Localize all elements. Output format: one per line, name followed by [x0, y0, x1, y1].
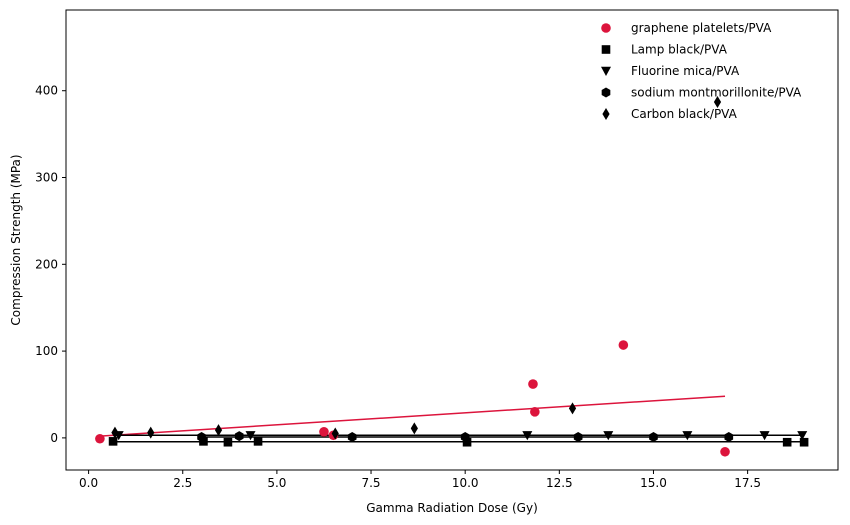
data-point — [347, 432, 357, 443]
legend: graphene platelets/PVA Lamp black/PVA Fluo… — [601, 21, 802, 121]
data-point — [649, 432, 658, 443]
plot-frame — [65, 9, 839, 471]
data-point — [797, 431, 808, 441]
data-point — [197, 432, 206, 443]
data-point — [713, 96, 722, 108]
data-point — [530, 407, 540, 417]
legend-marker — [601, 23, 611, 33]
data-point — [234, 431, 244, 442]
legend-label: Carbon black/PVA — [631, 107, 738, 121]
data-point — [331, 427, 339, 440]
legend-label: Fluorine mica/PVA — [631, 64, 740, 78]
data-point — [522, 431, 533, 441]
y-tick-label: 100 — [35, 344, 58, 358]
data-point — [603, 431, 614, 441]
legend-marker — [601, 66, 611, 76]
y-axis-label: Compression Strength (MPa) — [9, 154, 23, 325]
y-tick-label: 300 — [35, 171, 58, 185]
y-tick-label: 400 — [35, 84, 58, 98]
x-tick-label: 12.5 — [546, 476, 573, 490]
legend-marker — [601, 45, 611, 54]
x-tick-label: 0.0 — [79, 476, 98, 490]
data-point — [618, 340, 629, 350]
legend-label: Lamp black/PVA — [631, 43, 728, 57]
data-point — [108, 437, 118, 446]
data-point — [147, 426, 155, 439]
data-point — [223, 437, 233, 447]
data-point — [95, 433, 105, 444]
legend-marker — [602, 108, 610, 120]
x-tick-label: 2.5 — [173, 476, 192, 490]
data-point — [462, 437, 472, 447]
data-point — [245, 431, 256, 441]
data-point — [573, 432, 583, 443]
data-point — [759, 431, 770, 441]
legend-label: graphene platelets/PVA — [631, 21, 772, 35]
fit-line — [99, 395, 726, 437]
data-point — [568, 402, 577, 415]
x-tick-label: 10.0 — [452, 476, 479, 490]
data-point — [319, 427, 329, 437]
data-point — [460, 432, 470, 443]
y-tick-label: 200 — [35, 257, 58, 271]
x-tick-label: 5.0 — [267, 476, 286, 490]
y-tick-label: 0 — [50, 431, 58, 445]
x-axis-label: Gamma Radiation Dose (Gy) — [366, 501, 538, 515]
legend-marker — [601, 87, 611, 98]
data-points — [95, 96, 809, 457]
x-tick-label: 7.5 — [361, 476, 380, 490]
data-point — [682, 431, 693, 441]
data-point — [724, 432, 734, 443]
legend-label: sodium montmorillonite/PVA — [631, 86, 802, 100]
x-tick-label: 17.5 — [734, 476, 761, 490]
data-point — [199, 437, 208, 446]
data-point — [111, 426, 119, 439]
x-tick-label: 15.0 — [640, 476, 667, 490]
data-point — [720, 446, 730, 457]
data-point — [528, 379, 538, 389]
data-point — [410, 422, 418, 435]
data-point — [782, 437, 792, 447]
y-axis-ticks: 0 100 200 300 400 — [35, 84, 66, 445]
data-point — [214, 424, 223, 437]
x-axis-ticks: 0.0 2.5 5.0 7.5 10.0 12.5 15.0 17.5 — [79, 470, 761, 490]
data-point — [253, 437, 263, 446]
data-point — [799, 437, 809, 447]
